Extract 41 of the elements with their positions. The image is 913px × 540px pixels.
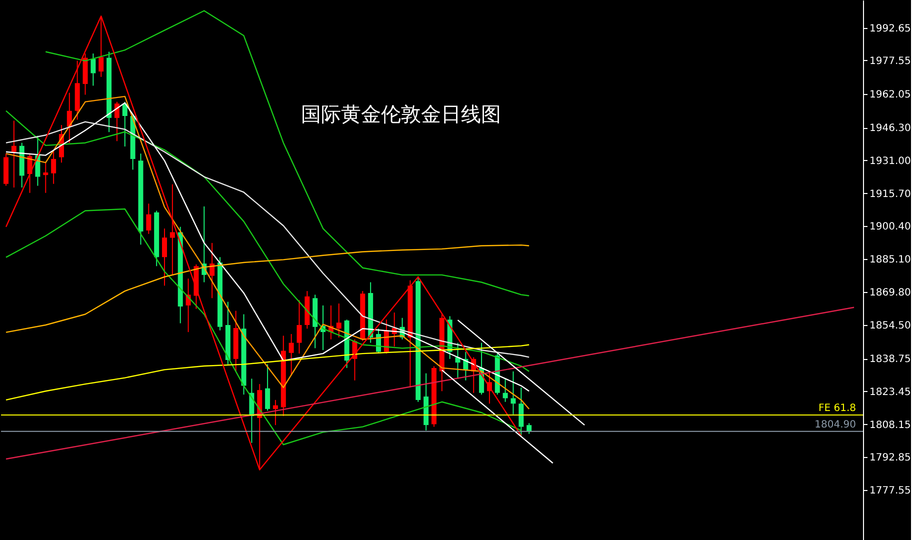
line-series <box>5 208 522 446</box>
line-series <box>5 16 522 470</box>
y-tick-label: 1854.50 <box>870 320 911 332</box>
candlestick <box>11 120 16 188</box>
ref-line-label: 1804.90 <box>814 419 856 430</box>
y-tick-label: 1931.00 <box>870 156 911 167</box>
candlestick <box>114 101 120 142</box>
text: 国际黄金伦敦金日线图 <box>301 102 501 126</box>
candlestick <box>526 422 532 434</box>
y-tick-label: 1777.55 <box>870 486 911 497</box>
candlestick <box>296 300 302 354</box>
candlestick <box>210 242 215 299</box>
y-tick-label: 1962.05 <box>870 89 911 100</box>
y-tick-label: 1885.10 <box>870 254 911 266</box>
y-tick-label: 1900.40 <box>870 222 911 233</box>
candlestick <box>272 399 278 426</box>
y-tick-label: 1792.85 <box>870 452 911 464</box>
y-tick-label: 1915.70 <box>870 188 911 200</box>
candlestick <box>518 386 524 436</box>
candlestick <box>162 228 168 286</box>
candlestick <box>170 184 175 276</box>
candlestick <box>51 149 56 184</box>
y-tick-label: 1977.55 <box>870 56 911 67</box>
candlestick <box>336 303 342 338</box>
y-tick-label: 1838.75 <box>870 354 911 366</box>
y-tick-label: 1869.80 <box>870 287 911 298</box>
y-tick-label: 1946.30 <box>870 123 911 134</box>
line-series <box>45 10 530 296</box>
candlestick <box>146 203 152 234</box>
candlestick <box>502 378 508 402</box>
y-tick-label: 1823.45 <box>870 386 911 398</box>
line-series <box>5 344 530 401</box>
candlestick <box>90 52 96 86</box>
y-tick-label: 1992.65 <box>870 24 911 35</box>
candlestick <box>265 364 270 412</box>
candlestick <box>510 370 516 415</box>
ref-line-label: FE 61.8 <box>818 402 856 414</box>
candlestick <box>43 162 48 194</box>
candlestick <box>288 334 294 376</box>
y-tick-label: 1808.15 <box>870 420 911 431</box>
line-series <box>5 244 530 333</box>
